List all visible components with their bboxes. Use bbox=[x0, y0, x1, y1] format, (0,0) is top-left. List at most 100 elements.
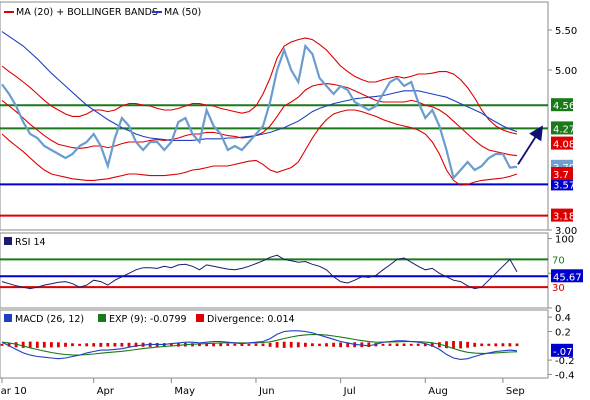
price-value-tag bbox=[551, 136, 573, 150]
x-tick-label: Jun bbox=[258, 386, 275, 397]
divergence-bar bbox=[275, 342, 279, 348]
divergence-bar bbox=[113, 343, 117, 347]
price-value-tag bbox=[551, 121, 573, 135]
rsi-level-label: 70 bbox=[552, 255, 565, 266]
rsi-line bbox=[1, 254, 518, 290]
x-tick-label: Jul bbox=[343, 386, 356, 397]
divergence-bar bbox=[423, 343, 427, 347]
divergence-bar bbox=[367, 342, 371, 347]
divergence-bar bbox=[416, 343, 420, 346]
price-line bbox=[1, 43, 518, 181]
macd-tick-label: -0.2 bbox=[555, 356, 575, 367]
divergence-bar bbox=[296, 342, 300, 348]
rsi-value-tag bbox=[551, 269, 583, 283]
divergence-bar bbox=[99, 342, 103, 347]
x-tick-label: Mar 10 bbox=[0, 386, 27, 397]
divergence-bar bbox=[381, 343, 385, 346]
rsi-value-tag-label: 45.67 bbox=[553, 272, 582, 283]
divergence-bar bbox=[134, 342, 138, 347]
divergence-bar bbox=[28, 341, 32, 348]
divergence-bar bbox=[282, 341, 286, 348]
divergence-bar bbox=[346, 342, 350, 348]
divergence-bar bbox=[473, 342, 477, 347]
x-tick-label: Aug bbox=[428, 386, 448, 397]
price-value-tag bbox=[551, 177, 573, 191]
divergence-bar bbox=[205, 343, 208, 347]
price-value-tag bbox=[551, 167, 573, 180]
price-value-tag-label: 4.08 bbox=[553, 140, 575, 151]
divergence-bar bbox=[120, 343, 124, 347]
price-tick-label: 5.50 bbox=[555, 26, 577, 37]
price-legend: MA (20) + BOLLINGER BANDS MA (50) bbox=[4, 7, 201, 18]
price-value-tag bbox=[551, 98, 573, 112]
divergence-bar bbox=[268, 342, 272, 347]
price-value-tag-label: 4.56 bbox=[553, 101, 575, 112]
legend-macd: MACD (26, 12) bbox=[15, 314, 84, 325]
divergence-bar bbox=[445, 341, 448, 349]
divergence-bar bbox=[0, 343, 4, 346]
trend-arrow bbox=[517, 125, 543, 165]
divergence-bar bbox=[127, 342, 131, 347]
macd-tick-label: -0.4 bbox=[555, 370, 575, 381]
x-tick-label: Apr bbox=[97, 386, 115, 397]
divergence-bar bbox=[459, 341, 462, 349]
ma50-line bbox=[1, 31, 518, 141]
divergence-bar bbox=[254, 343, 258, 346]
rsi-tick-label: 0 bbox=[555, 304, 561, 315]
divergence-bar bbox=[261, 343, 265, 347]
divergence-bar bbox=[85, 343, 89, 347]
divergence-bar bbox=[466, 341, 469, 348]
divergence-bar bbox=[487, 343, 491, 346]
divergence-bar bbox=[78, 343, 81, 346]
macd-line bbox=[1, 330, 518, 360]
legend-divergence: Divergence: 0.014 bbox=[207, 314, 295, 325]
divergence-bar bbox=[452, 341, 455, 349]
price-value-tag-label: 3.18 bbox=[553, 212, 575, 223]
x-axis: Mar 10 Apr May Jun Jul Aug Sep bbox=[0, 378, 525, 397]
divergence-bar bbox=[409, 343, 413, 346]
divergence-bar bbox=[191, 343, 194, 347]
macd-value-tag bbox=[551, 343, 573, 357]
divergence-bar bbox=[430, 342, 434, 347]
divergence-bar bbox=[311, 343, 314, 347]
price-value-tag bbox=[551, 208, 573, 222]
divergence-bar bbox=[402, 343, 406, 346]
price-tick-label: 3.00 bbox=[555, 226, 577, 237]
rsi-legend: RSI 14 bbox=[4, 237, 46, 248]
divergence-bar bbox=[35, 341, 39, 348]
divergence-bar bbox=[339, 342, 342, 348]
divergence-bar bbox=[480, 343, 484, 347]
divergence-bar bbox=[169, 343, 173, 347]
divergence-bar bbox=[325, 343, 328, 347]
divergence-bar bbox=[226, 343, 230, 346]
divergence-bar bbox=[219, 343, 223, 347]
price-tick-label: 5.00 bbox=[555, 66, 577, 77]
rsi-level-label: 30 bbox=[552, 283, 565, 294]
divergence-bar bbox=[501, 343, 505, 347]
divergence-bar bbox=[42, 341, 46, 348]
macd-tick-label: 0.2 bbox=[555, 327, 571, 338]
divergence-bar bbox=[240, 343, 244, 346]
divergence-bar bbox=[515, 343, 519, 347]
divergence-bar bbox=[332, 342, 335, 347]
divergence-bar bbox=[198, 343, 201, 347]
price-value-tag-label: 4.27 bbox=[553, 124, 575, 135]
divergence-bar bbox=[395, 343, 399, 347]
price-panel: 5.505.003.00 4.564.273.573.184.083.793.7… bbox=[0, 1, 577, 237]
macd-tick-label: 0.4 bbox=[555, 313, 571, 324]
divergence-bar bbox=[233, 343, 237, 346]
divergence-bar bbox=[7, 342, 11, 347]
legend-exp: EXP (9): -0.0799 bbox=[109, 314, 187, 325]
divergence-bar bbox=[494, 343, 498, 347]
divergence-bar bbox=[212, 343, 215, 347]
price-value-tag-label: 3.57 bbox=[553, 180, 575, 191]
divergence-bar bbox=[304, 342, 307, 347]
divergence-bar bbox=[21, 341, 25, 348]
divergence-bar bbox=[106, 343, 110, 347]
divergence-bar bbox=[92, 343, 96, 347]
divergence-bar bbox=[388, 343, 392, 346]
macd-value-tag-label: -.07 bbox=[553, 347, 573, 358]
legend-rsi: RSI 14 bbox=[15, 237, 46, 248]
divergence-bar bbox=[247, 343, 251, 346]
